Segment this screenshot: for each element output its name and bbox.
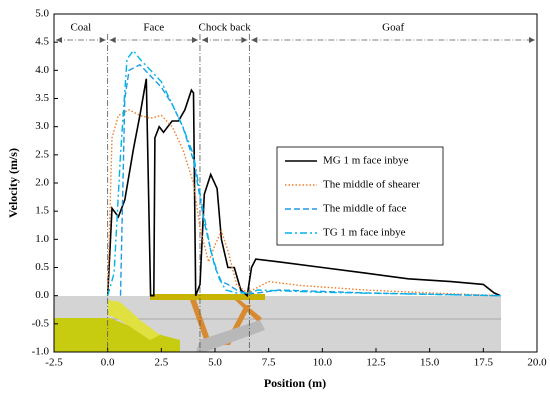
region-label: Coal: [70, 22, 91, 34]
canopy: [150, 294, 265, 300]
arrow-head: [109, 37, 116, 43]
y-tick-label: 5.0: [35, 8, 49, 20]
base: [196, 320, 265, 352]
x-tick-label: 5.0: [208, 357, 222, 369]
x-tick-label: 0.0: [101, 357, 115, 369]
shearer: [54, 318, 180, 352]
leg: [235, 300, 262, 322]
legend-label: MG 1 m face inbye: [323, 155, 409, 167]
y-tick-label: 0.5: [35, 261, 49, 273]
y-tick-label: 3.5: [35, 92, 49, 104]
y-tick-label: 1.0: [35, 233, 49, 245]
y-axis-label: Velocity (m/s): [6, 148, 20, 218]
y-tick-label: 0.0: [35, 289, 49, 301]
y-tick-label: -1.0: [32, 346, 50, 358]
legend-box: [276, 146, 444, 246]
x-tick-label: 10.0: [313, 357, 333, 369]
y-tick-label: -0.5: [32, 317, 50, 329]
region-label: Face: [143, 22, 164, 34]
x-tick-label: 2.5: [154, 357, 168, 369]
mine-section: [54, 294, 501, 352]
series-line: [107, 109, 501, 297]
arrow-head: [201, 37, 208, 43]
region-label: Goaf: [382, 22, 404, 34]
y-tick-label: 2.0: [35, 177, 49, 189]
y-tick-label: 3.0: [35, 120, 49, 132]
y-tick-label: 4.5: [35, 36, 49, 48]
x-tick-label: 20.0: [527, 357, 547, 369]
legend-label: The middle of face: [323, 203, 406, 215]
arrow-head: [56, 37, 62, 43]
arrow-head: [241, 37, 248, 43]
x-tick-label: 12.5: [366, 357, 386, 369]
y-tick-label: 1.5: [35, 205, 49, 217]
x-tick-label: 7.5: [262, 357, 276, 369]
x-tick-label: 15.0: [420, 357, 440, 369]
y-tick-label: 2.5: [35, 148, 49, 160]
x-tick-label: 17.5: [474, 357, 494, 369]
arrow-head: [191, 37, 198, 43]
arrow-head: [99, 37, 106, 43]
x-tick-label: -2.5: [45, 357, 63, 369]
x-axis-label: Position (m): [264, 376, 326, 390]
legend-label: The middle of shearer: [323, 179, 420, 191]
series-line: [107, 49, 501, 297]
series-line: [119, 63, 501, 297]
arrow-head: [529, 37, 535, 43]
shearer-drum: [108, 300, 160, 340]
series-line: [106, 78, 501, 298]
leg: [190, 300, 212, 345]
arrow-head: [251, 37, 258, 43]
region-label: Chock back: [199, 22, 252, 34]
y-tick-label: 4.0: [35, 64, 49, 76]
legend-label: TG 1 m face inbye: [323, 227, 406, 239]
